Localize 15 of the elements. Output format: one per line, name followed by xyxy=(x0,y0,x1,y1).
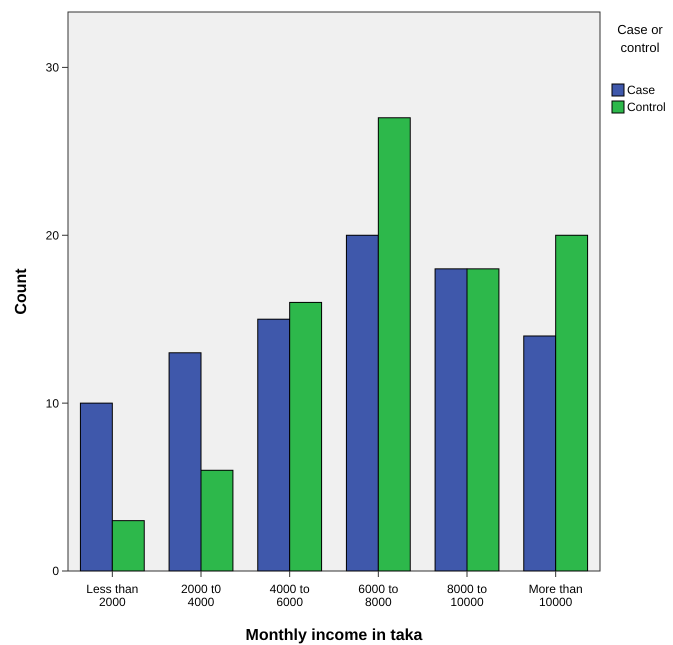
x-tick-label: 4000 to 6000 xyxy=(270,582,310,609)
y-axis-title: Count xyxy=(13,268,30,315)
legend-label: Control xyxy=(627,100,666,114)
y-tick-label: 10 xyxy=(46,396,60,410)
y-tick-label: 20 xyxy=(46,228,60,242)
x-tick-label: More than 10000 xyxy=(528,582,583,609)
x-tick-label: Less than 2000 xyxy=(86,582,138,609)
legend-title: Case or control xyxy=(617,22,664,55)
x-tick-label: 6000 to 8000 xyxy=(358,582,399,609)
x-tick-label: 8000 to 10000 xyxy=(446,582,488,609)
y-tick-label: 0 xyxy=(52,564,60,578)
legend-label: Case xyxy=(627,83,656,97)
y-tick-label: 30 xyxy=(46,60,60,75)
x-axis-title: Monthly income in taka xyxy=(246,627,423,644)
x-tick-label: 2000 t0 4000 xyxy=(180,582,222,609)
